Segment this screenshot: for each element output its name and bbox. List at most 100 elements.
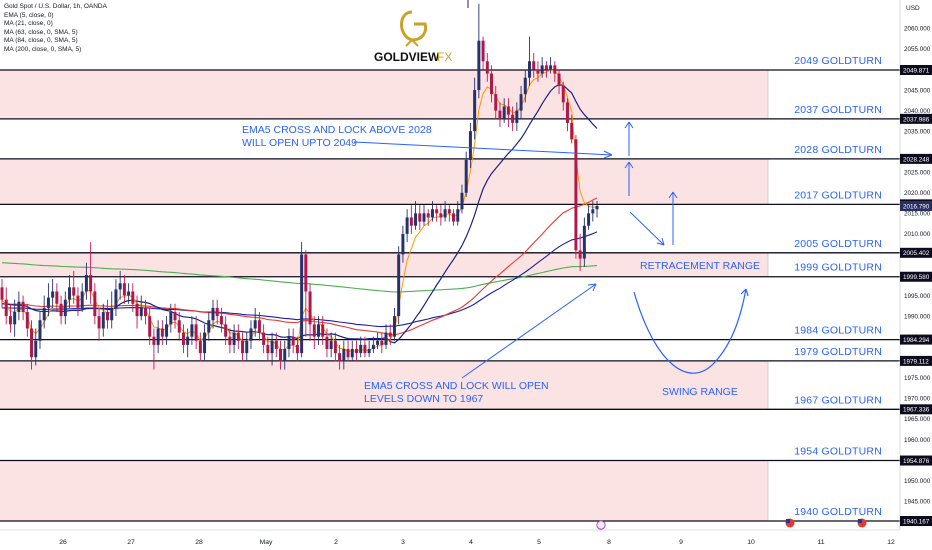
x-tick-7: 5	[537, 539, 541, 546]
candle-body-110	[464, 159, 468, 193]
candle-body-77	[325, 336, 329, 350]
candle-body-104	[439, 213, 443, 218]
candle-body-101	[426, 213, 430, 218]
candle-body-12	[51, 291, 55, 298]
x-tick-3: May	[260, 539, 273, 546]
swing-curve	[633, 288, 747, 374]
candle-body-114	[481, 40, 485, 62]
current-price-box	[900, 200, 932, 211]
candle-body-119	[502, 106, 506, 119]
candle-body-124	[523, 77, 527, 95]
candle-body-50	[211, 307, 215, 321]
candle-body-109	[460, 192, 464, 210]
annotation-ema-up-arrow	[353, 141, 613, 156]
candle-body-102	[430, 209, 434, 218]
candle-body-84	[354, 349, 358, 354]
y-tick-1: 1950.000	[904, 478, 931, 485]
event-marker-lightning	[596, 520, 606, 530]
candle-body-44	[186, 336, 190, 345]
candle-body-8	[34, 340, 38, 358]
x-tick-9: 9	[679, 539, 683, 546]
candle-body-106	[447, 209, 451, 214]
candle-body-79	[333, 340, 337, 354]
candle-body-130	[549, 65, 553, 70]
candle-body-31	[131, 291, 135, 304]
candle-body-47	[198, 340, 202, 354]
candle-body-42	[177, 320, 181, 333]
candle-body-128	[540, 65, 544, 74]
candle-body-63	[266, 344, 270, 354]
level-price-text-4: 2005.402	[903, 250, 930, 257]
retrace-arrowhead	[656, 237, 665, 246]
candle-body-46	[194, 324, 198, 341]
y-tick-7: 1990.000	[904, 313, 931, 320]
candle-body-6	[25, 312, 29, 329]
ma200-line	[1, 262, 598, 293]
candle-body-135	[570, 122, 574, 140]
candle-body-2	[8, 316, 12, 325]
y-tick-3: 1965.000	[904, 416, 931, 423]
up-arrowhead-2	[668, 191, 678, 199]
candle-body-89	[376, 340, 380, 345]
candle-body-52	[219, 316, 223, 325]
candle-body-57	[241, 340, 245, 354]
y-tick-10: 2015.000	[904, 211, 931, 218]
level-price-box-8	[900, 404, 932, 415]
level-price-box-2	[900, 153, 932, 164]
legend-ma84: MA (84, close, 0, SMA, 5)	[4, 37, 78, 45]
candle-body-66	[279, 349, 283, 362]
candle-body-117	[494, 94, 498, 111]
x-tick-10: 10	[747, 539, 755, 546]
legend-ma200: MA (200, close, 0, SMA, 5)	[4, 45, 82, 53]
y-tick-11: 2020.000	[904, 190, 931, 197]
level-price-text-9: 1954.876	[903, 458, 930, 465]
candle-body-23	[97, 316, 101, 329]
candle-body-51	[215, 307, 219, 317]
level-price-text-1: 2037.986	[903, 116, 930, 123]
candle-body-82	[346, 349, 350, 358]
candle-body-90	[380, 340, 384, 345]
up-arrowhead-0	[624, 121, 634, 129]
level-price-text-6: 1984.294	[903, 337, 930, 344]
y-tick-2: 1960.000	[904, 437, 931, 444]
y-tick-9: 2010.000	[904, 231, 931, 238]
candle-body-40	[169, 312, 173, 325]
candle-body-55	[232, 332, 236, 345]
legend-ma63: MA (63, close, 0, SMA, 5)	[4, 28, 78, 36]
candle-body-105	[443, 209, 447, 218]
candle-body-19	[80, 291, 84, 308]
annotation-retracement: RETRACEMENT RANGE	[640, 260, 760, 272]
logo-fx: FX	[437, 50, 452, 64]
x-tick-5: 3	[401, 539, 405, 546]
candle-body-29	[122, 283, 126, 296]
candle-body-120	[506, 106, 510, 115]
y-tick-0: 1945.000	[904, 498, 931, 505]
candle-body-9	[38, 320, 42, 341]
zone-0	[0, 70, 768, 119]
candle-body-76	[321, 324, 325, 337]
candle-body-26	[110, 307, 114, 321]
candle-body-138	[582, 225, 586, 259]
level-label-9: 1954 GOLDTURN	[794, 446, 882, 458]
retrace-arrow	[629, 211, 665, 246]
candle-body-27	[114, 289, 118, 308]
x-tick-2: 28	[195, 539, 203, 546]
candle-body-93	[392, 316, 396, 337]
y-tick-12: 2025.000	[904, 170, 931, 177]
candle-body-126	[532, 61, 536, 70]
candle-body-134	[565, 102, 569, 123]
candle-body-72	[304, 254, 308, 292]
zone-3	[0, 360, 768, 410]
candle-body-22	[93, 291, 97, 317]
candle-body-118	[498, 110, 502, 119]
candle-body-139	[587, 213, 591, 226]
candle-body-115	[485, 61, 489, 74]
level-label-6: 1984 GOLDTURN	[794, 325, 882, 337]
candle-body-11	[46, 297, 50, 308]
candle-body-95	[401, 233, 405, 255]
candle-body-96	[405, 217, 409, 234]
annotation-ema-down-line1: EMA5 CROSS AND LOCK WILL OPEN	[364, 380, 549, 392]
